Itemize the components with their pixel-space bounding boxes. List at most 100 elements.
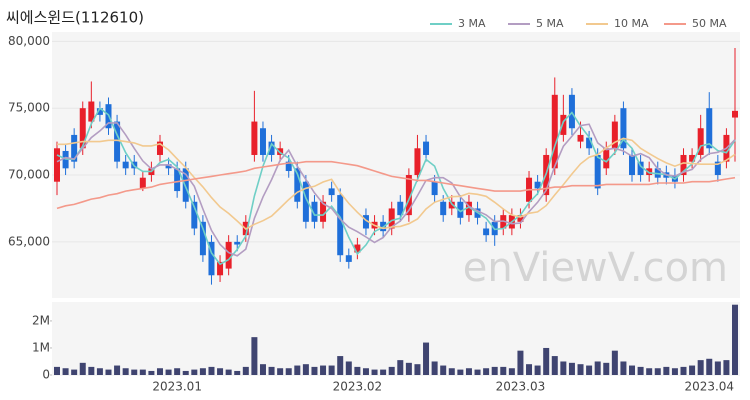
- volume-bar: [543, 347, 550, 375]
- candle-body: [689, 154, 696, 162]
- candle-body: [311, 201, 318, 222]
- candle-body: [405, 175, 412, 216]
- candle-body: [697, 128, 704, 155]
- volume-bar: [500, 366, 507, 375]
- candle-body: [611, 121, 618, 149]
- volume-bar: [637, 366, 644, 375]
- candle-body: [302, 181, 309, 222]
- candle-body: [328, 188, 335, 196]
- volume-bar: [208, 366, 215, 375]
- candle-body: [71, 134, 78, 162]
- candle-body: [517, 215, 524, 222]
- volume-bar: [79, 362, 86, 375]
- candle-body: [174, 168, 181, 192]
- candle-body: [440, 201, 447, 216]
- volume-bar: [440, 365, 447, 375]
- volume-bar: [105, 369, 112, 375]
- volume-bar: [526, 364, 533, 375]
- volume-bar: [311, 366, 318, 375]
- volume-bar: [517, 350, 524, 375]
- volume-bar: [131, 369, 138, 375]
- x-tick-label: 2023.03: [496, 380, 546, 394]
- volume-bar: [491, 366, 498, 375]
- candle-body: [354, 244, 361, 253]
- volume-bar: [54, 366, 60, 375]
- volume-bar: [448, 368, 455, 375]
- volume-bar: [320, 365, 327, 375]
- volume-bar: [285, 368, 292, 375]
- candle-body: [79, 108, 86, 149]
- volume-bar: [174, 368, 181, 375]
- candle-body: [191, 201, 198, 229]
- candle-body: [423, 141, 430, 155]
- volume-bar: [337, 356, 344, 375]
- x-tick-label: 2023.01: [152, 380, 202, 394]
- candle-body: [646, 168, 653, 176]
- volume-bar: [156, 368, 163, 375]
- candle-body: [551, 94, 558, 169]
- volume-bar: [706, 358, 713, 375]
- volume-bar: [689, 365, 696, 375]
- volume-bar: [354, 366, 361, 375]
- legend-label: 10 MA: [614, 17, 649, 30]
- candle-body: [362, 215, 369, 229]
- candle-body: [431, 181, 438, 196]
- candle-body: [345, 255, 352, 262]
- volume-bar: [671, 368, 678, 375]
- candle-body: [388, 208, 395, 229]
- candle-body: [586, 137, 593, 149]
- volume-bar: [603, 362, 610, 375]
- candle-body: [594, 154, 601, 189]
- volume-bar: [629, 365, 636, 375]
- volume-bar: [114, 365, 121, 375]
- volume-bar: [199, 368, 206, 375]
- ma-line: [56, 160, 736, 210]
- candle-body: [577, 134, 584, 142]
- volume-bar: [414, 364, 421, 375]
- volume-bar: [234, 370, 241, 375]
- volume-bar: [302, 364, 309, 375]
- candle-body: [268, 141, 275, 155]
- ma-line: [56, 106, 736, 266]
- candle-body: [234, 241, 241, 245]
- candle-body: [629, 154, 636, 176]
- volume-bar: [508, 368, 515, 375]
- candle-body: [603, 148, 610, 169]
- x-tick-label: 2023.02: [333, 380, 383, 394]
- candle-body: [54, 148, 60, 182]
- volume-bar: [388, 366, 395, 375]
- volume-bar: [405, 362, 412, 375]
- candle-body: [208, 241, 215, 276]
- volume-bar: [732, 304, 738, 375]
- ma-line: [57, 137, 736, 230]
- candle-body: [199, 221, 206, 256]
- volume-bar: [483, 368, 490, 375]
- candle-body: [534, 181, 541, 189]
- volume-panel: [52, 302, 740, 376]
- candle-body: [139, 177, 146, 189]
- volume-bar: [148, 370, 155, 375]
- candle-body: [448, 201, 455, 209]
- volume-bar: [457, 369, 464, 375]
- candle-body: [217, 261, 224, 276]
- candle-body: [414, 148, 421, 176]
- volume-bar: [191, 369, 198, 375]
- volume-bar: [277, 368, 284, 375]
- volume-bar: [431, 361, 438, 375]
- candle-body: [706, 108, 713, 149]
- volume-bar: [423, 342, 430, 375]
- volume-bar: [586, 365, 593, 375]
- volume-bar: [714, 361, 721, 375]
- watermark: enViewV.com: [463, 245, 728, 291]
- candle-body: [182, 168, 189, 202]
- volume-bar: [534, 365, 541, 375]
- volume-bar: [251, 337, 258, 375]
- volume-bar: [122, 368, 129, 375]
- candle-body: [337, 195, 344, 256]
- candle-body: [620, 108, 627, 149]
- candle-body: [680, 154, 687, 176]
- volume-bar: [182, 370, 189, 375]
- legend-label: 50 MA: [692, 17, 727, 30]
- candle-body: [156, 141, 163, 155]
- volume-bar: [680, 366, 687, 375]
